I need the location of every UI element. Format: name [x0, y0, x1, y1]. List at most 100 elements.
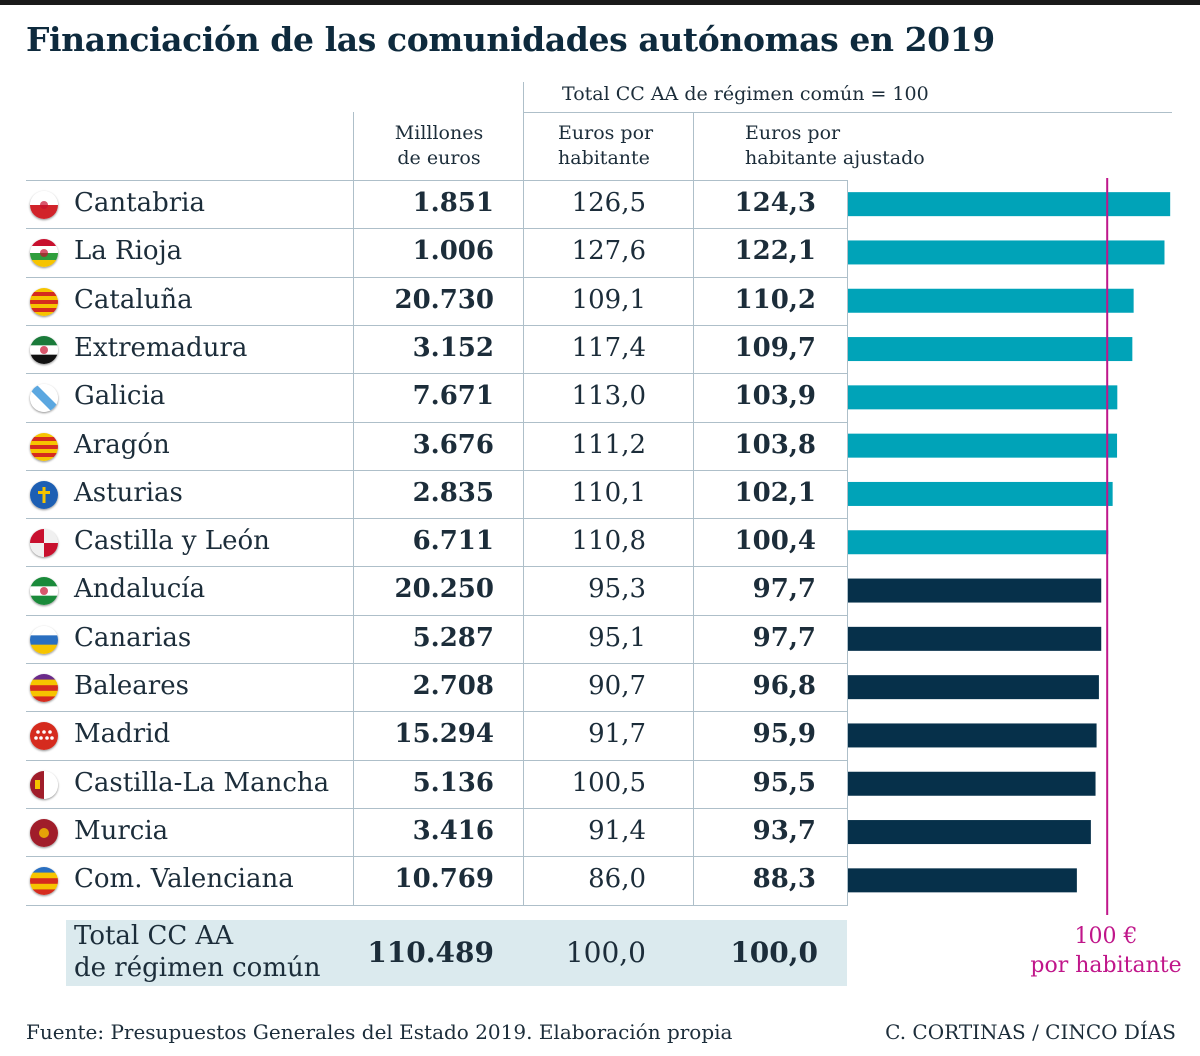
row-divider — [26, 760, 848, 761]
header-eph-line1: Euros por — [558, 122, 654, 144]
value-euros-ajustado: 110,2 — [734, 284, 816, 315]
row-divider — [26, 663, 848, 664]
header-adj-line2: habitante ajustado — [745, 147, 925, 169]
region-name: Cataluña — [74, 284, 193, 315]
bar-com-valenciana — [848, 868, 1077, 893]
bar-la-rioja — [848, 240, 1165, 265]
value-euros-por-habitante: 109,1 — [571, 284, 646, 315]
region-flag-icon — [30, 674, 58, 702]
region-flag-icon — [30, 818, 58, 847]
value-millones: 6.711 — [412, 526, 494, 557]
region-name: Asturias — [74, 477, 183, 508]
header-millones: Milllones de euros — [355, 121, 523, 171]
table-row: Cantabria 1.851 126,5 124,3 — [26, 180, 848, 228]
credit: C. CORTINAS / CINCO DÍAS — [885, 1020, 1176, 1044]
table-row: Cataluña 20.730 109,1 110,2 — [26, 277, 848, 325]
value-euros-por-habitante: 113,0 — [571, 381, 646, 412]
bar-catalu-a — [848, 288, 1134, 313]
table-row: Madrid 15.294 91,7 95,9 — [26, 711, 848, 759]
value-euros-por-habitante: 86,0 — [588, 864, 646, 895]
value-millones: 20.730 — [394, 284, 494, 315]
header-span-label: Total CC AA de régimen común = 100 — [562, 83, 929, 105]
row-divider — [26, 856, 848, 857]
bar-castilla-y-le-n — [848, 530, 1109, 555]
value-millones: 3.416 — [412, 815, 494, 846]
bar-canarias — [848, 626, 1102, 651]
value-euros-por-habitante: 100,5 — [571, 767, 646, 798]
reference-label-line1: 100 € — [1074, 924, 1138, 949]
reference-label: 100 € por habitante — [1016, 922, 1196, 980]
header-euros-ajustado: Euros por habitante ajustado — [745, 121, 925, 171]
value-euros-ajustado: 102,1 — [734, 477, 816, 508]
row-divider — [26, 615, 848, 616]
value-euros-ajustado: 100,4 — [734, 526, 816, 557]
value-euros-por-habitante: 91,7 — [588, 719, 646, 750]
value-euros-ajustado: 124,3 — [734, 188, 816, 218]
table-row: Galicia 7.671 113,0 103,9 — [26, 373, 848, 421]
row-divider — [26, 711, 848, 712]
table-row: La Rioja 1.006 127,6 122,1 — [26, 228, 848, 276]
row-divider — [26, 228, 848, 229]
value-euros-por-habitante: 117,4 — [571, 332, 646, 363]
col-divider-3 — [693, 112, 694, 906]
value-euros-por-habitante: 95,3 — [588, 574, 646, 605]
value-euros-por-habitante: 110,8 — [571, 526, 646, 557]
region-name: Extremadura — [74, 332, 248, 363]
table-row: Castilla-La Mancha 5.136 100,5 95,5 — [26, 760, 848, 808]
value-euros-por-habitante: 126,5 — [571, 188, 646, 218]
value-millones: 3.152 — [412, 332, 494, 363]
table-row: Canarias 5.287 95,1 97,7 — [26, 615, 848, 663]
bar-madrid — [848, 723, 1097, 748]
table-row: Baleares 2.708 90,7 96,8 — [26, 663, 848, 711]
value-euros-ajustado: 103,8 — [734, 429, 816, 460]
value-millones: 1.851 — [412, 188, 494, 218]
region-name: Murcia — [74, 815, 169, 846]
region-flag-icon — [30, 287, 58, 316]
table-row: Murcia 3.416 91,4 93,7 — [26, 808, 848, 856]
value-euros-ajustado: 96,8 — [752, 671, 816, 701]
total-label-line1: Total CC AA — [74, 921, 234, 951]
row-divider — [26, 518, 848, 519]
bar-cantabria — [848, 192, 1171, 217]
value-millones: 20.250 — [394, 574, 494, 605]
row-divider — [26, 808, 848, 809]
table-row: Asturias 2.835 110,1 102,1 — [26, 470, 848, 518]
region-name: Castilla-La Mancha — [74, 767, 330, 798]
value-euros-ajustado: 95,5 — [752, 767, 816, 798]
value-euros-ajustado: 93,7 — [752, 815, 816, 846]
value-millones: 7.671 — [412, 381, 494, 412]
bar-asturias — [848, 481, 1113, 506]
value-millones: 15.294 — [394, 719, 494, 750]
region-name: Canarias — [74, 622, 192, 653]
region-flag-icon — [30, 191, 58, 219]
value-millones: 10.769 — [394, 864, 494, 895]
bar-andaluc-a — [848, 578, 1102, 603]
chart-title: Financiación de las comunidades autónoma… — [26, 20, 995, 59]
value-millones: 2.708 — [412, 671, 494, 701]
value-euros-ajustado: 122,1 — [734, 236, 816, 267]
value-millones: 3.676 — [412, 429, 494, 460]
region-flag-icon — [30, 867, 58, 896]
row-divider — [26, 325, 848, 326]
region-flag-icon — [30, 722, 58, 751]
header-euros-por-habitante: Euros por habitante — [558, 121, 653, 171]
region-name: Cantabria — [74, 188, 205, 218]
value-euros-por-habitante: 95,1 — [588, 622, 646, 653]
header-adj-line1: Euros por — [745, 122, 841, 144]
region-name: Com. Valenciana — [74, 864, 294, 895]
bar-baleares — [848, 675, 1099, 700]
table-row: Andalucía 20.250 95,3 97,7 — [26, 566, 848, 614]
region-name: Castilla y León — [74, 526, 270, 557]
bar-arag-n — [848, 433, 1118, 458]
header-eph-line2: habitante — [558, 147, 650, 169]
total-euros-ajustado: 100,0 — [730, 936, 818, 969]
top-rule — [0, 0, 1200, 5]
region-flag-icon — [30, 625, 58, 654]
row-divider — [26, 905, 848, 906]
region-name: Baleares — [74, 671, 189, 701]
total-row: Total CC AA de régimen común 110.489 100… — [66, 920, 847, 986]
region-name: Madrid — [74, 719, 171, 750]
header-rule-top — [524, 112, 1172, 113]
value-millones: 1.006 — [412, 236, 494, 267]
value-millones: 2.835 — [412, 477, 494, 508]
